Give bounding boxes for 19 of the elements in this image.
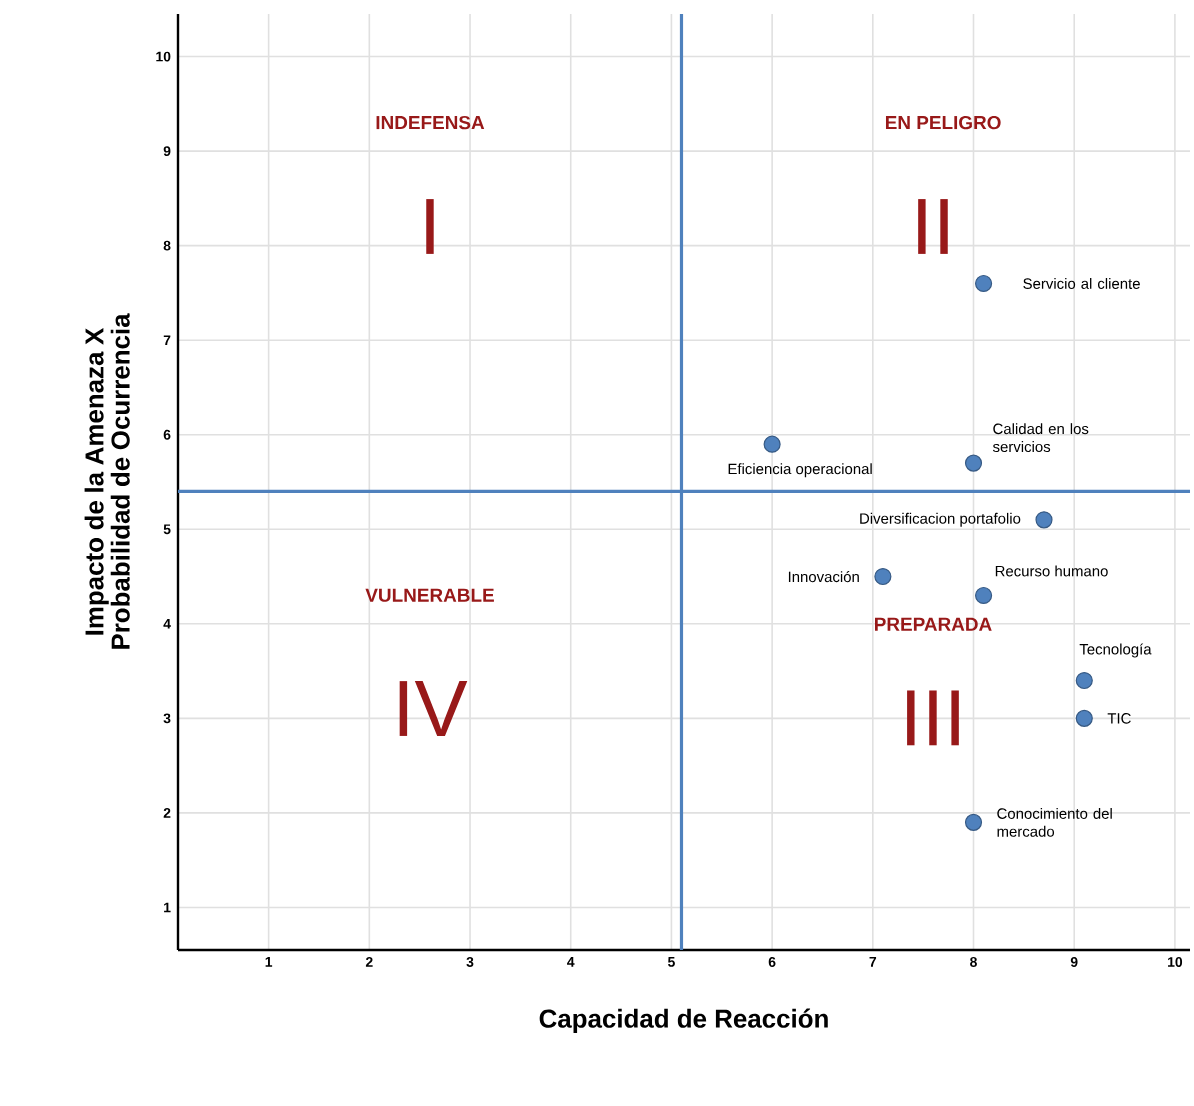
annotation: III	[907, 690, 959, 746]
point	[1075, 671, 1093, 690]
point	[874, 567, 892, 586]
annotation: INDEFENSA	[376, 115, 485, 130]
point	[1075, 709, 1093, 727]
y-axis-title: Impacto de la Amenaza X Probabilidad de Ocurrencia	[84, 313, 130, 649]
annotation: I	[426, 199, 434, 254]
point	[964, 454, 983, 472]
annotation: PREPARADA	[875, 617, 992, 631]
point	[763, 435, 781, 453]
point	[975, 274, 993, 293]
x-axis-title: Capacidad de Reacción	[539, 1008, 828, 1033]
point	[964, 813, 983, 831]
annotation: II	[918, 199, 948, 254]
point	[1035, 511, 1053, 529]
annotation: EN PELIGRO	[885, 115, 1001, 130]
point	[975, 586, 993, 605]
annotation: IV	[399, 681, 468, 736]
annotation: VULNERABLE	[365, 588, 494, 602]
